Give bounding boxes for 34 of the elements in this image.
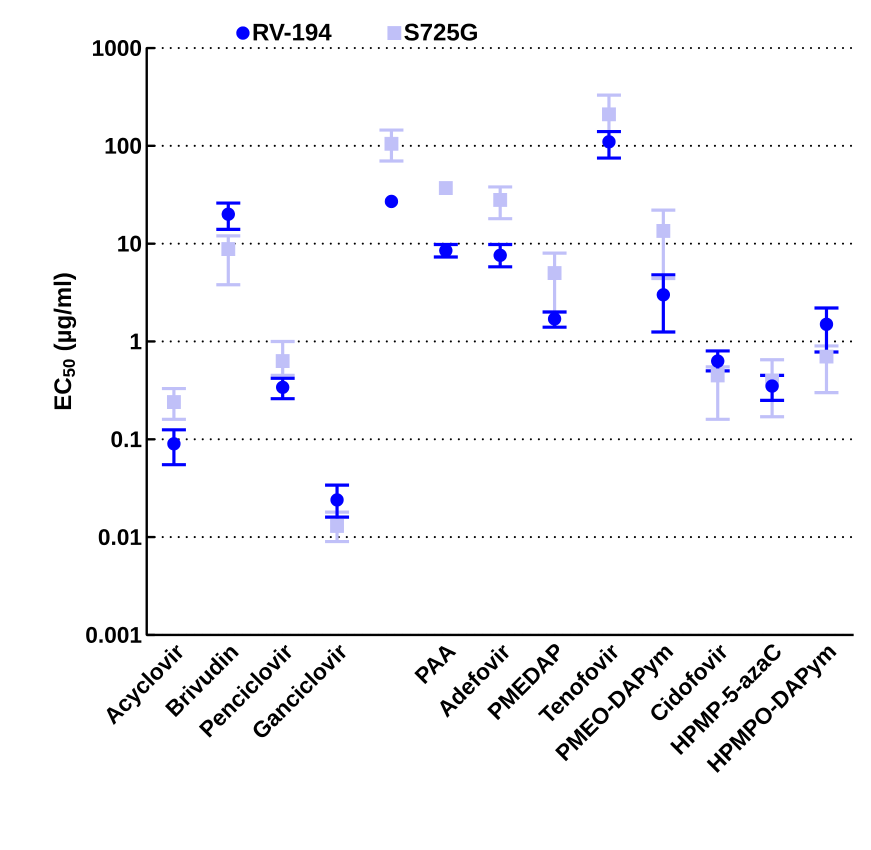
point xyxy=(494,248,507,262)
legend-label: S725G xyxy=(404,24,477,41)
point xyxy=(276,354,290,368)
point xyxy=(711,354,724,368)
point xyxy=(656,288,670,302)
point xyxy=(330,519,344,534)
point xyxy=(167,437,181,451)
point xyxy=(166,395,181,410)
point xyxy=(602,108,616,122)
point xyxy=(548,266,562,280)
point xyxy=(439,244,452,258)
point xyxy=(820,318,834,332)
y-tick-label: 1000 xyxy=(92,40,142,56)
y-tick-label: 1 xyxy=(130,334,142,350)
legend-label: RV-194 xyxy=(254,24,332,41)
point xyxy=(221,242,236,256)
point xyxy=(493,193,508,208)
y-tick-label: 0.1 xyxy=(111,431,142,448)
point xyxy=(384,194,398,208)
y-axis-title: EC$_{50}$ (µg/ml) xyxy=(54,274,76,410)
point xyxy=(438,181,453,196)
point xyxy=(548,312,562,326)
y-tick-label: 10 xyxy=(118,236,142,252)
point xyxy=(384,136,398,151)
point xyxy=(222,208,235,222)
point xyxy=(330,493,344,507)
point xyxy=(820,350,834,364)
y-tick-label: 0.001 xyxy=(86,627,142,644)
y-tick-label: 0.01 xyxy=(98,529,142,546)
y-tick-label: 100 xyxy=(106,138,142,154)
point xyxy=(710,368,725,382)
point xyxy=(656,224,670,238)
point xyxy=(602,135,616,149)
point xyxy=(765,380,779,393)
